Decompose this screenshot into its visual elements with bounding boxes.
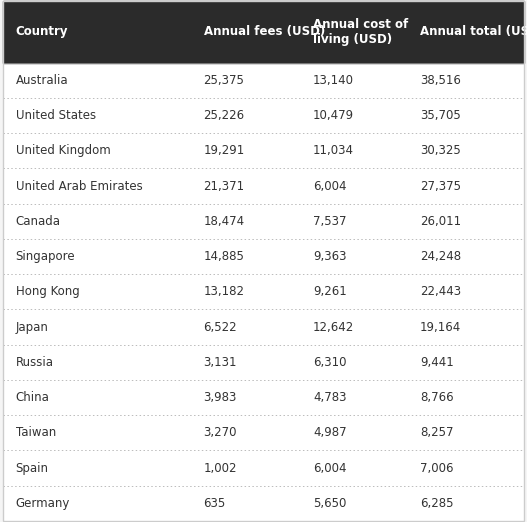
Text: 13,140: 13,140 — [313, 74, 354, 87]
Text: United States: United States — [16, 109, 96, 122]
Text: 8,257: 8,257 — [420, 426, 454, 440]
Text: 19,291: 19,291 — [203, 144, 245, 157]
Text: 7,006: 7,006 — [420, 461, 454, 474]
Text: 26,011: 26,011 — [420, 215, 461, 228]
Text: 25,375: 25,375 — [203, 74, 245, 87]
Text: 24,248: 24,248 — [420, 250, 461, 263]
Text: 5,650: 5,650 — [313, 497, 346, 510]
Text: Australia: Australia — [16, 74, 69, 87]
Text: 1,002: 1,002 — [203, 461, 237, 474]
Text: 3,270: 3,270 — [203, 426, 237, 440]
Text: 38,516: 38,516 — [420, 74, 461, 87]
Text: Germany: Germany — [16, 497, 70, 510]
Text: Hong Kong: Hong Kong — [16, 286, 80, 298]
Text: 6,285: 6,285 — [420, 497, 454, 510]
Text: 6,004: 6,004 — [313, 461, 347, 474]
Text: 22,443: 22,443 — [420, 286, 461, 298]
Text: Japan: Japan — [16, 321, 48, 334]
Text: 12,642: 12,642 — [313, 321, 354, 334]
Text: Spain: Spain — [16, 461, 48, 474]
Text: 18,474: 18,474 — [203, 215, 245, 228]
Text: 21,371: 21,371 — [203, 180, 245, 193]
Text: 635: 635 — [203, 497, 226, 510]
Text: 9,441: 9,441 — [420, 356, 454, 369]
Text: 27,375: 27,375 — [420, 180, 461, 193]
Text: 11,034: 11,034 — [313, 144, 354, 157]
Text: Singapore: Singapore — [16, 250, 75, 263]
Text: 9,363: 9,363 — [313, 250, 347, 263]
Text: Country: Country — [16, 26, 68, 38]
Text: 8,766: 8,766 — [420, 391, 454, 404]
Text: 6,522: 6,522 — [203, 321, 237, 334]
Text: 13,182: 13,182 — [203, 286, 245, 298]
Text: Russia: Russia — [16, 356, 54, 369]
Text: 35,705: 35,705 — [420, 109, 461, 122]
Text: 6,004: 6,004 — [313, 180, 347, 193]
Text: Annual cost of
living (USD): Annual cost of living (USD) — [313, 18, 408, 46]
Text: 4,783: 4,783 — [313, 391, 347, 404]
Text: Taiwan: Taiwan — [16, 426, 56, 440]
Text: 3,983: 3,983 — [203, 391, 237, 404]
Text: 19,164: 19,164 — [420, 321, 461, 334]
Text: 6,310: 6,310 — [313, 356, 347, 369]
Text: 4,987: 4,987 — [313, 426, 347, 440]
Text: United Kingdom: United Kingdom — [16, 144, 111, 157]
Text: 14,885: 14,885 — [203, 250, 245, 263]
Text: 25,226: 25,226 — [203, 109, 245, 122]
Text: 3,131: 3,131 — [203, 356, 237, 369]
Text: 30,325: 30,325 — [420, 144, 461, 157]
Text: Annual total (USD): Annual total (USD) — [420, 26, 527, 38]
Text: China: China — [16, 391, 50, 404]
Text: United Arab Emirates: United Arab Emirates — [16, 180, 142, 193]
Text: 10,479: 10,479 — [313, 109, 354, 122]
Text: 9,261: 9,261 — [313, 286, 347, 298]
Text: Annual fees (USD): Annual fees (USD) — [203, 26, 325, 38]
Text: Canada: Canada — [16, 215, 61, 228]
Text: 7,537: 7,537 — [313, 215, 347, 228]
